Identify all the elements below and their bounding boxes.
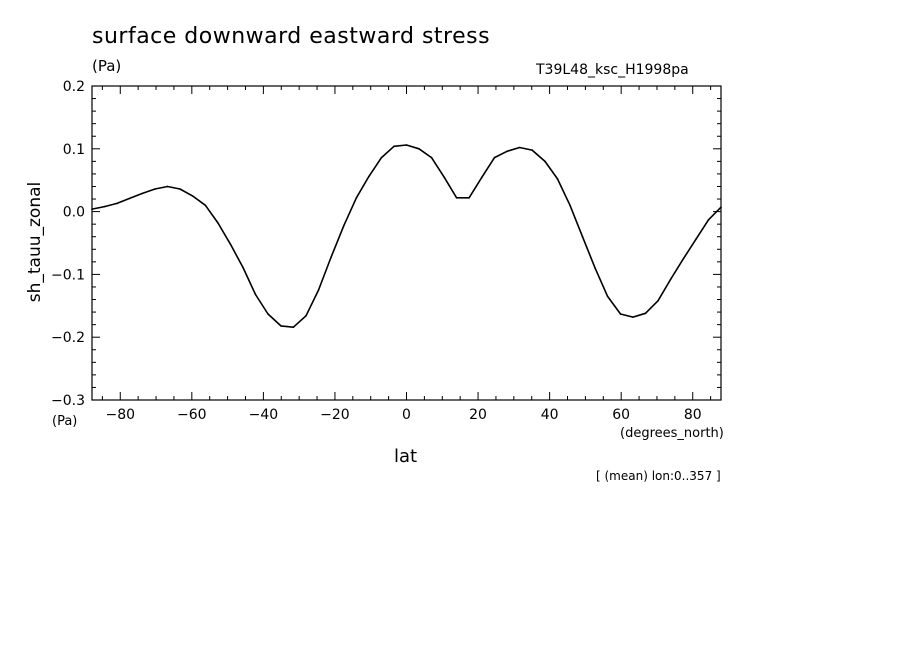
data-point [455,196,458,199]
data-point [191,195,194,197]
y-tick-label: 0.0 [63,205,85,221]
y-tick-label: −0.2 [51,330,85,346]
units-top: (Pa) [92,57,122,75]
data-point [154,188,156,190]
data-point [669,278,672,281]
data-point [468,196,470,199]
data-point [204,204,207,207]
data-point [355,196,358,199]
data-point [254,293,257,296]
data-point [720,206,722,209]
x-tick-label: −20 [320,407,350,423]
data-point [644,312,647,315]
data-point [531,149,533,151]
data-point [179,188,181,190]
data-point [343,224,345,227]
data-point [242,266,244,269]
data-point [707,218,710,221]
data-point [393,145,395,148]
data-point [481,176,483,178]
data-point [141,192,144,195]
x-tick-label: 20 [469,407,487,423]
x-tick-label: 0 [402,407,411,423]
y-tick-label: −0.1 [51,267,85,283]
x-tick-label: 40 [541,407,559,423]
y-tick-label: −0.3 [51,393,85,409]
data-point [305,315,307,317]
chart-title: surface downward eastward stress [92,24,491,49]
data-point [594,267,596,269]
x-tick-label: −80 [105,407,135,423]
data-point [103,205,106,208]
data-point [556,178,559,180]
data-point [317,289,320,291]
data-point [267,313,269,315]
data-point [443,176,445,178]
y-tick-label: 0.2 [63,79,85,95]
data-point [418,148,420,150]
data-point [619,313,622,315]
data-point [292,326,295,328]
data-point [581,235,584,238]
data-point [569,204,571,207]
data-point [695,238,697,241]
units-bottom: (Pa) [52,414,78,429]
data-point [330,256,332,259]
data-point [368,175,370,178]
data-point [657,299,659,302]
data-point [91,208,93,210]
data-point [116,202,118,205]
x-tick-label: 80 [684,407,702,423]
y-tick-label: 0.1 [63,142,85,158]
x-tick-label: 60 [612,407,630,423]
data-point [217,222,219,224]
data-point [682,257,685,260]
averaging-note: [ (mean) lon:0..357 ] [596,469,721,483]
run-label: T39L48_ksc_H1998pa [536,62,689,78]
data-point [405,144,408,146]
data-point [506,150,508,153]
x-tick-label: −40 [249,407,279,423]
data-point [493,156,496,159]
x-axis-label: lat [394,446,418,467]
x-axis-units: (degrees_north) [620,426,724,441]
data-point [229,243,232,246]
data-point [280,325,282,327]
data-point [606,295,609,298]
data-point [518,146,521,149]
plot-frame [91,85,722,401]
x-tick-label: −60 [177,407,207,423]
data-point [430,156,433,159]
data-point [380,156,383,159]
series-line [91,144,722,329]
data-point [166,185,169,188]
data-point [128,197,131,200]
data-point [544,160,546,163]
data-point [632,316,634,318]
